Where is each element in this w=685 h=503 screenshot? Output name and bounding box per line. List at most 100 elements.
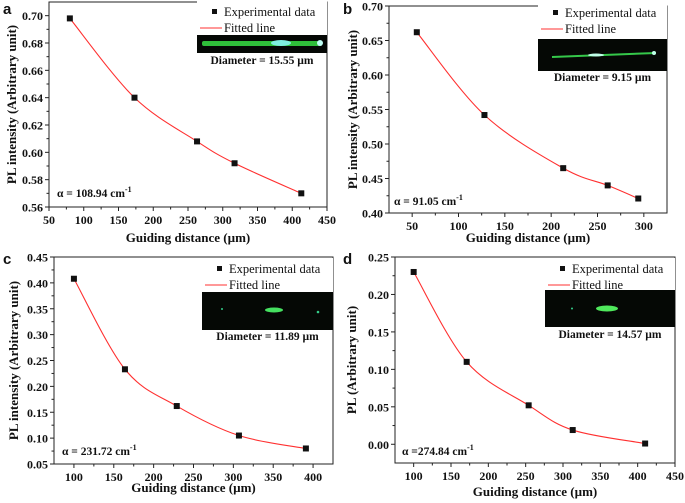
inset-caption: Diameter = 9.15 µm (554, 72, 652, 84)
panel-b: 50 100 150 200 250 300 0.40 0.45 0.50 0.55 0.60 0.6… (343, 0, 668, 245)
inset-caption: Diameter = 15.55 µm (210, 55, 313, 67)
x-tick-label: 100 (75, 213, 93, 227)
fiber-glow (317, 40, 323, 46)
data-point (121, 366, 128, 373)
y-tick-label: 0.60 (362, 69, 383, 83)
fiber-glow (571, 307, 573, 310)
legend-marker (217, 266, 222, 271)
annotation-text: α = 231.72 cm (62, 446, 130, 458)
y-tick-label: 0.60 (22, 146, 43, 160)
legend-marker (560, 266, 565, 271)
fiber-glow (265, 307, 283, 313)
y-tick-label: 0.55 (362, 103, 383, 117)
legend-marker (553, 10, 558, 15)
y-tick-label: 0.65 (362, 34, 383, 48)
x-tick-label: 300 (214, 213, 232, 227)
data-point (481, 112, 488, 119)
x-tick-label: 50 (43, 213, 55, 227)
panel-letter: d (343, 251, 352, 268)
legend-box (197, 1, 327, 35)
legend-label-fitted: Fitted line (224, 21, 275, 35)
plot-frame (394, 256, 676, 464)
fiber-glow (588, 53, 604, 57)
y-tick-label: 0.66 (22, 64, 43, 78)
x-axis-title: Guiding distance (µm) (473, 484, 598, 499)
data-point (604, 182, 611, 189)
data-point (298, 190, 305, 197)
legend-box (538, 2, 667, 39)
annotation-text: α = 108.94 cm (57, 188, 125, 200)
x-axis-title: Guiding distance (µm) (131, 480, 256, 495)
y-tick-label: 0.68 (22, 37, 43, 51)
x-tick-label: 50 (406, 219, 418, 233)
annotation-superscript: -1 (125, 185, 132, 194)
legend-box (202, 258, 333, 292)
fiber-glow (271, 40, 291, 46)
x-tick-label: 250 (185, 470, 203, 484)
panel-letter: b (343, 1, 352, 18)
x-tick-label: 100 (65, 470, 83, 484)
y-tick-label: 0.00 (368, 438, 389, 452)
y-tick-label: 0.58 (22, 173, 43, 187)
y-tick-label: 0.10 (368, 363, 389, 377)
legend-label-experimental: Experimental data (565, 6, 657, 20)
data-point (410, 268, 417, 275)
data-point (302, 445, 309, 452)
x-tick-label: 300 (554, 469, 572, 483)
x-tick-label: 200 (542, 219, 560, 233)
y-tick-label: 0.30 (27, 328, 48, 342)
x-tick-label: 350 (591, 469, 609, 483)
x-tick-label: 400 (629, 469, 647, 483)
annotation-superscript: -1 (130, 443, 137, 452)
y-tick-label: 0.62 (22, 119, 43, 133)
x-tick-label: 100 (405, 469, 423, 483)
fitted-line (416, 31, 639, 200)
x-tick-label: 200 (479, 469, 497, 483)
y-tick-label: 0.64 (22, 91, 43, 105)
legend-label-fitted: Fitted line (229, 278, 280, 292)
y-tick-label: 0.70 (362, 0, 383, 14)
y-tick-label: 0.56 (22, 201, 43, 215)
fiber-glow (316, 310, 320, 314)
y-tick-label: 0.40 (27, 276, 48, 290)
y-axis-title: PL (Arbitrary unit) (344, 306, 359, 414)
y-tick-label: 0.45 (27, 251, 48, 265)
annotation-superscript: -1 (467, 443, 474, 452)
data-point (635, 195, 642, 202)
panel-a: 50 100 150 200 250 300 350 400 450 0.56 0.58 0.60 0.… (3, 1, 336, 245)
y-tick-label: 0.20 (368, 288, 389, 302)
y-axis-title: PL intensity (Arbitrary unit) (345, 30, 360, 189)
inset-caption: Diameter = 11.89 µm (216, 331, 319, 343)
data-point (66, 15, 73, 22)
legend-label-experimental: Experimental data (572, 262, 664, 276)
legend-label-fitted: Fitted line (565, 22, 616, 36)
data-point (463, 358, 470, 365)
x-tick-label: 250 (517, 469, 535, 483)
x-axis-title: Guiding distance (µm) (126, 230, 251, 245)
annotation-text: α = 91.05 cm (394, 196, 457, 208)
data-point (569, 427, 576, 434)
data-point (131, 94, 138, 101)
fiber-glow (596, 305, 618, 312)
x-tick-label: 350 (264, 470, 282, 484)
y-tick-label: 0.15 (368, 325, 389, 339)
annotation-superscript: -1 (456, 193, 463, 202)
x-tick-label: 300 (224, 470, 242, 484)
y-tick-label: 0.10 (27, 432, 48, 446)
panel-c: 100 150 200 250 300 350 400 0.05 0.10 0.15 0.20 0.2… (3, 251, 334, 495)
x-tick-label: 200 (145, 470, 163, 484)
x-tick-label: 450 (666, 469, 684, 483)
x-tick-label: 400 (304, 470, 322, 484)
y-tick-label: 0.05 (27, 458, 48, 472)
x-tick-label: 100 (450, 219, 468, 233)
data-point (70, 275, 77, 282)
x-tick-label: 400 (283, 213, 301, 227)
x-tick-label: 200 (144, 213, 162, 227)
x-tick-label: 150 (496, 219, 514, 233)
attenuation-annotation: α = 231.72 cm-1 (62, 443, 137, 458)
fiber-glow (221, 308, 223, 310)
y-tick-label: 0.05 (368, 400, 389, 414)
annotation-text: α =274.84 cm (402, 446, 467, 458)
y-tick-label: 0.20 (27, 380, 48, 394)
